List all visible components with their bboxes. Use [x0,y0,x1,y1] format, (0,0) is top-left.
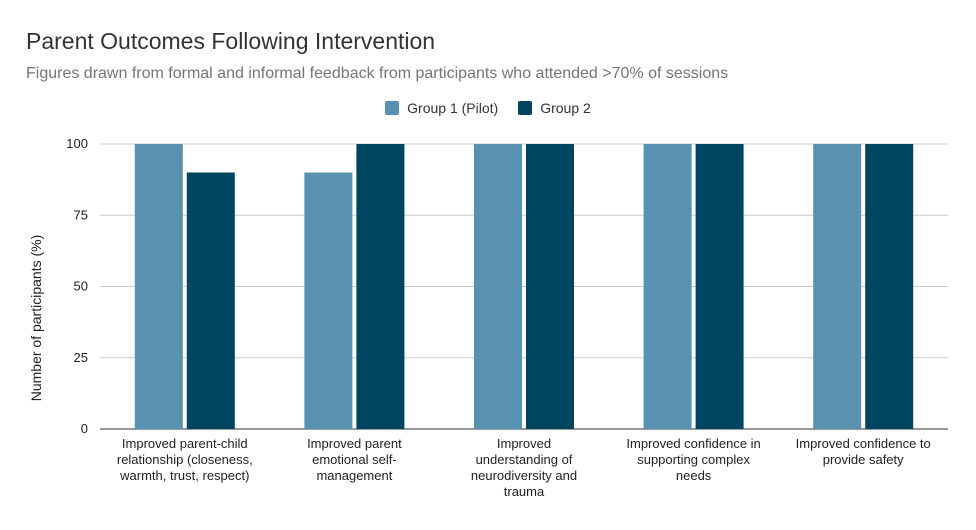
bar-group-2 [186,172,235,429]
x-category-label-line: relationship (closeness, [117,452,253,467]
x-category-label-line: management [316,468,392,483]
x-category-label-line: neurodiversity and [471,468,577,483]
x-category-label-line: supporting complex [637,452,750,467]
y-tick-label: 50 [74,279,88,294]
bar-group-2 [526,144,574,429]
x-category-label-line: Improved confidence to [796,436,931,451]
bar-group-2 [865,144,914,429]
x-category-label: Improved parent emotional self-management [307,436,402,483]
x-category-label: Improved parent-child relationship (close… [117,436,253,483]
y-tick-label: 100 [66,136,88,151]
x-category-label-line: Improved [497,436,551,451]
x-category-label-line: understanding of [476,452,573,467]
bar-group-1 [474,144,522,429]
legend-swatch-group-2 [518,101,533,115]
y-tick-label: 75 [74,207,88,222]
x-category-label-line: Improved parent [307,436,402,451]
x-category-label: Improved understanding of neurodiversity a… [471,436,577,499]
legend-swatch-group-1 [385,101,400,115]
x-category-label-line: Improved confidence in [626,436,760,451]
x-category-label-line: emotional self- [312,452,397,467]
chart-subtitle: Figures drawn from formal and informal f… [26,65,729,82]
x-category-label-line: trauma [504,484,545,499]
legend-label-group-1: Group 1 (Pilot) [407,100,499,116]
legend-item-group-2: Group 2 [518,100,591,116]
x-category-label: Improved confidence to provide safety [796,436,931,467]
bar-group-1 [134,144,183,429]
bar-group-1 [643,144,692,429]
legend-label-group-2: Group 2 [540,100,591,116]
chart-title: Parent Outcomes Following Intervention [26,28,436,54]
y-tick-label: 25 [74,350,88,365]
x-category-label-line: Improved parent-child [122,436,248,451]
x-category-label: Improved confidence in supporting complex… [626,436,760,483]
x-category-label-line: warmth, trust, respect) [119,468,249,483]
legend-item-group-1: Group 1 (Pilot) [385,100,498,116]
bar-group-2 [695,144,744,429]
x-category-label-line: provide safety [823,452,904,467]
x-category-label-line: needs [676,468,712,483]
y-tick-label: 0 [81,421,88,436]
bar-group-1 [813,144,862,429]
chart-legend: Group 1 (Pilot) Group 2 [0,100,976,116]
bar-group-1 [304,172,353,429]
bar-group-2 [356,144,405,429]
